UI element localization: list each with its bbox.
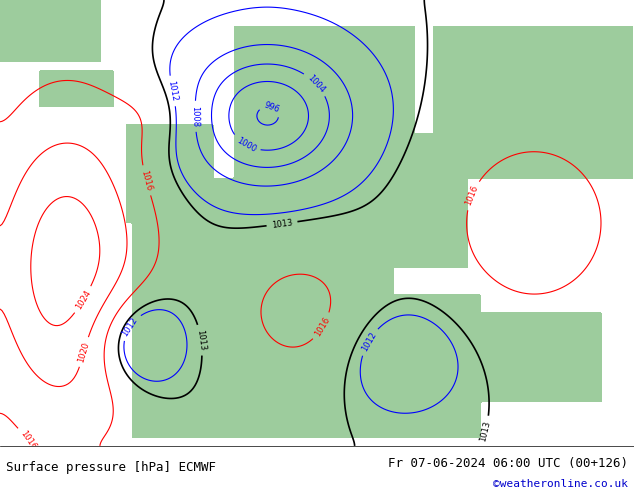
Text: 1012: 1012 [359, 330, 378, 353]
Text: 1012: 1012 [120, 316, 139, 338]
Text: 1020: 1020 [77, 341, 91, 363]
Text: 1016: 1016 [313, 315, 332, 338]
Text: 996: 996 [262, 100, 281, 114]
Text: Surface pressure [hPa] ECMWF: Surface pressure [hPa] ECMWF [6, 462, 216, 474]
Text: 1013: 1013 [195, 329, 207, 351]
Text: 1000: 1000 [235, 136, 257, 154]
Text: 1013: 1013 [271, 218, 293, 230]
Text: 1008: 1008 [190, 106, 200, 127]
Text: 1016: 1016 [139, 169, 153, 192]
Text: 1016: 1016 [18, 429, 38, 451]
Text: 1004: 1004 [306, 73, 327, 95]
Text: 1013: 1013 [479, 419, 493, 442]
Text: ©weatheronline.co.uk: ©weatheronline.co.uk [493, 479, 628, 489]
Text: Fr 07-06-2024 06:00 UTC (00+126): Fr 07-06-2024 06:00 UTC (00+126) [387, 457, 628, 470]
Text: 1012: 1012 [167, 80, 179, 102]
Text: 1016: 1016 [464, 184, 480, 207]
Text: 1024: 1024 [74, 289, 93, 311]
